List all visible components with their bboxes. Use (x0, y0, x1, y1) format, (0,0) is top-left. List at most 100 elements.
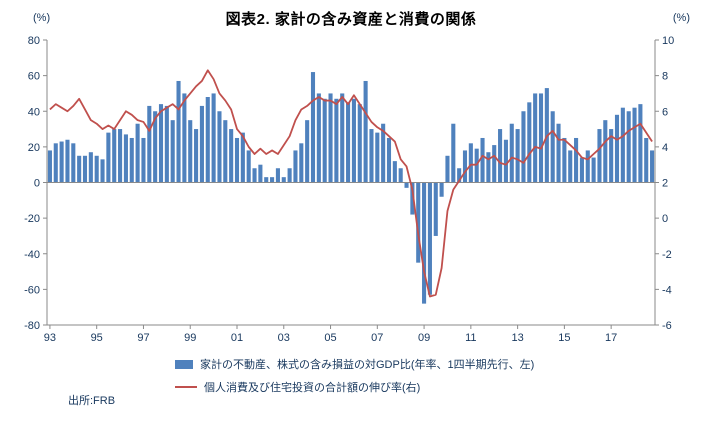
svg-text:97: 97 (137, 332, 149, 344)
bar (626, 111, 631, 183)
bar (644, 137, 649, 183)
bar (427, 182, 432, 295)
bar (53, 143, 58, 183)
svg-text:-2: -2 (662, 249, 672, 261)
bar (258, 164, 263, 183)
bar (462, 150, 468, 183)
svg-text:40: 40 (28, 106, 40, 118)
svg-text:99: 99 (184, 332, 196, 344)
svg-text:03: 03 (278, 332, 290, 344)
bar (351, 98, 356, 183)
bar (270, 177, 275, 183)
bar (498, 129, 503, 183)
bar (515, 129, 520, 183)
bar (153, 111, 158, 183)
svg-text:-60: -60 (24, 284, 40, 296)
bar (486, 152, 491, 183)
bar (240, 132, 245, 183)
bars-series (47, 72, 655, 304)
bar (597, 129, 602, 183)
svg-text:0: 0 (34, 178, 40, 190)
bar (94, 155, 99, 183)
bar (229, 129, 234, 183)
bar (562, 137, 567, 183)
bar (281, 177, 286, 183)
bar (217, 111, 222, 183)
bar (650, 150, 655, 183)
bar (328, 93, 333, 183)
bar (568, 150, 573, 183)
bar (82, 155, 88, 183)
bar (363, 80, 368, 183)
bar (381, 123, 386, 183)
bar (71, 143, 76, 183)
bar (509, 123, 514, 183)
bar (211, 93, 216, 183)
plot-area: 80 60 40 20 0 -20 -40 -60 -80 10 8 6 4 2 0 -2 -4 -6 93 95 97… (0, 32, 702, 344)
svg-text:15: 15 (558, 332, 570, 344)
bar (112, 129, 117, 183)
bar (609, 129, 614, 183)
bar (88, 152, 93, 183)
bar (492, 145, 497, 183)
svg-text:01: 01 (231, 332, 243, 344)
svg-text:93: 93 (44, 332, 56, 344)
bar (275, 168, 280, 183)
bar (521, 111, 526, 183)
bar (176, 80, 181, 183)
svg-text:-80: -80 (24, 320, 40, 332)
bar (638, 104, 643, 183)
svg-text:4: 4 (662, 142, 668, 154)
bar (386, 137, 392, 183)
bar (65, 139, 70, 183)
source-note: 出所:FRB (68, 395, 116, 407)
bar (194, 129, 199, 183)
svg-text:-4: -4 (662, 284, 672, 296)
bar (445, 155, 450, 183)
bar (357, 104, 362, 183)
bar (147, 105, 152, 183)
svg-text:17: 17 (605, 332, 617, 344)
bar (77, 155, 82, 183)
bar (433, 182, 438, 236)
svg-text:6: 6 (662, 106, 668, 118)
bar (422, 182, 427, 304)
bar (533, 93, 538, 183)
bar (503, 139, 508, 183)
bar (118, 129, 123, 183)
bar (246, 150, 251, 183)
svg-text:20: 20 (28, 142, 40, 154)
svg-text:-6: -6 (662, 320, 672, 332)
bar (404, 182, 409, 188)
bar (468, 143, 473, 183)
bar (188, 120, 193, 183)
svg-text:60: 60 (28, 71, 40, 83)
bar (398, 168, 403, 183)
bar (316, 93, 321, 183)
bar (182, 93, 187, 183)
svg-text:11: 11 (465, 332, 476, 344)
bar (293, 150, 298, 183)
svg-text:8: 8 (662, 71, 668, 83)
bar (205, 97, 210, 183)
bar (410, 182, 415, 215)
bar (234, 137, 240, 183)
bar (556, 123, 561, 183)
bar (123, 134, 128, 183)
svg-text:-20: -20 (24, 213, 40, 225)
bar (340, 93, 345, 183)
bar (106, 132, 111, 183)
bar (439, 182, 444, 197)
bar (480, 137, 485, 183)
bar (392, 161, 397, 183)
bar (620, 107, 625, 183)
bar (346, 102, 351, 183)
svg-text:13: 13 (511, 332, 523, 344)
bar (305, 120, 310, 183)
bar (375, 132, 380, 183)
axes (43, 39, 659, 329)
right-axis-unit-label: (%) (672, 12, 690, 24)
